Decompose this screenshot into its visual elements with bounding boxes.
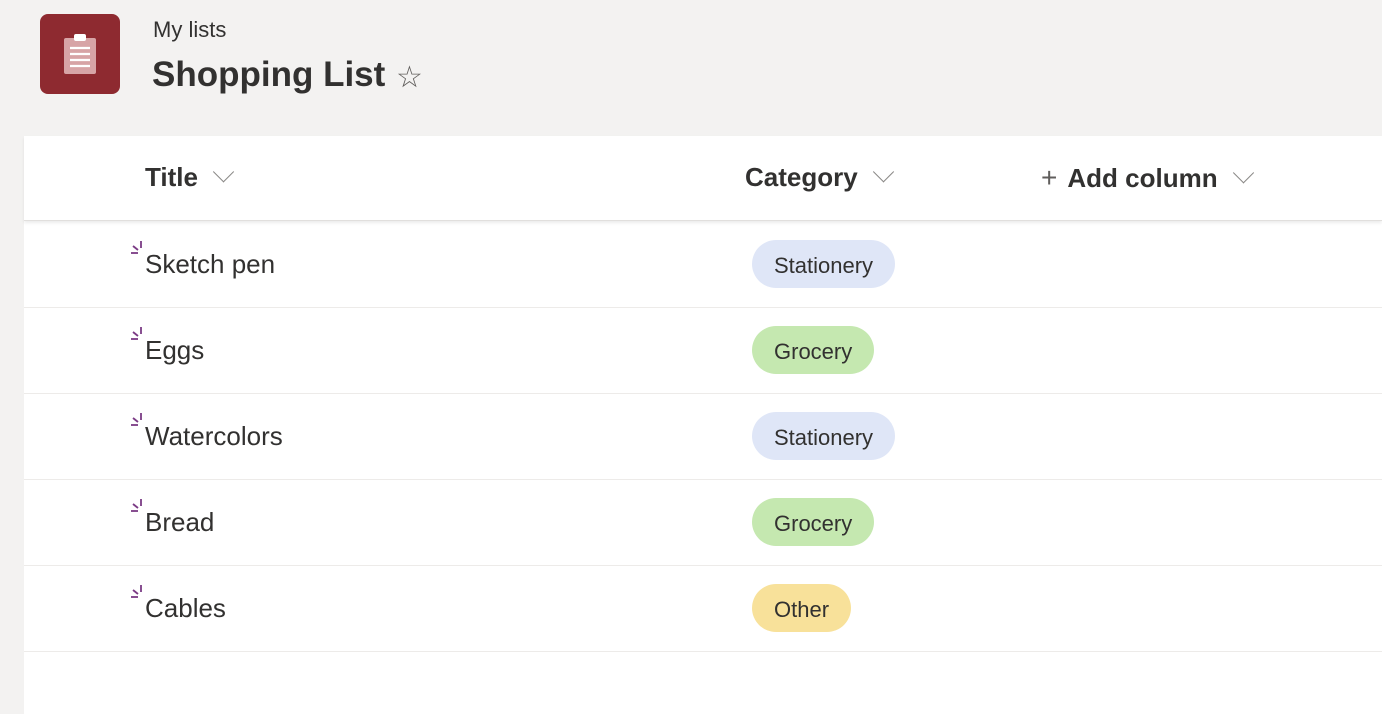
category-pill: Stationery xyxy=(752,240,896,288)
table-row[interactable]: Bread Grocery xyxy=(24,480,1382,566)
star-icon[interactable]: ☆ xyxy=(396,61,423,94)
add-column-label: Add column xyxy=(1067,162,1218,193)
item-title[interactable]: Eggs xyxy=(145,335,205,365)
column-title-label: Title xyxy=(145,162,198,192)
item-title[interactable]: Bread xyxy=(145,507,215,537)
column-header-title[interactable]: Title xyxy=(145,161,235,193)
category-pill: Grocery xyxy=(752,326,875,374)
new-item-icon xyxy=(131,413,142,426)
column-category-label: Category xyxy=(745,162,858,192)
clipboard-list-icon xyxy=(64,34,96,74)
table-row[interactable]: Cables Other xyxy=(24,566,1382,652)
page-title: Shopping List xyxy=(152,55,386,94)
table-row[interactable]: Eggs Grocery xyxy=(24,308,1382,394)
breadcrumb-my-lists[interactable]: My lists xyxy=(153,17,227,42)
table-row[interactable]: Watercolors Stationery xyxy=(24,394,1382,480)
table-row[interactable]: Sketch pen Stationery xyxy=(24,222,1382,308)
item-title[interactable]: Cables xyxy=(145,593,226,623)
chevron-down-icon xyxy=(872,161,894,183)
category-pill: Other xyxy=(752,584,852,632)
item-title[interactable]: Watercolors xyxy=(145,421,283,451)
item-title[interactable]: Sketch pen xyxy=(145,249,276,279)
category-pill: Grocery xyxy=(752,498,875,546)
column-header-row: Title Category + Add column xyxy=(24,136,1382,221)
new-item-icon xyxy=(131,327,142,340)
list-app-icon xyxy=(40,14,120,94)
chevron-down-icon xyxy=(212,161,235,183)
new-item-icon xyxy=(131,241,142,254)
add-column-button[interactable]: + Add column xyxy=(1041,161,1254,194)
new-item-icon xyxy=(131,585,142,598)
plus-icon: + xyxy=(1041,162,1058,193)
chevron-down-icon xyxy=(1232,161,1254,183)
column-header-category[interactable]: Category xyxy=(745,161,894,193)
category-pill: Stationery xyxy=(752,412,896,460)
new-item-icon xyxy=(131,499,142,512)
list-view: Title Category + Add column Sketch pen St… xyxy=(24,136,1382,714)
